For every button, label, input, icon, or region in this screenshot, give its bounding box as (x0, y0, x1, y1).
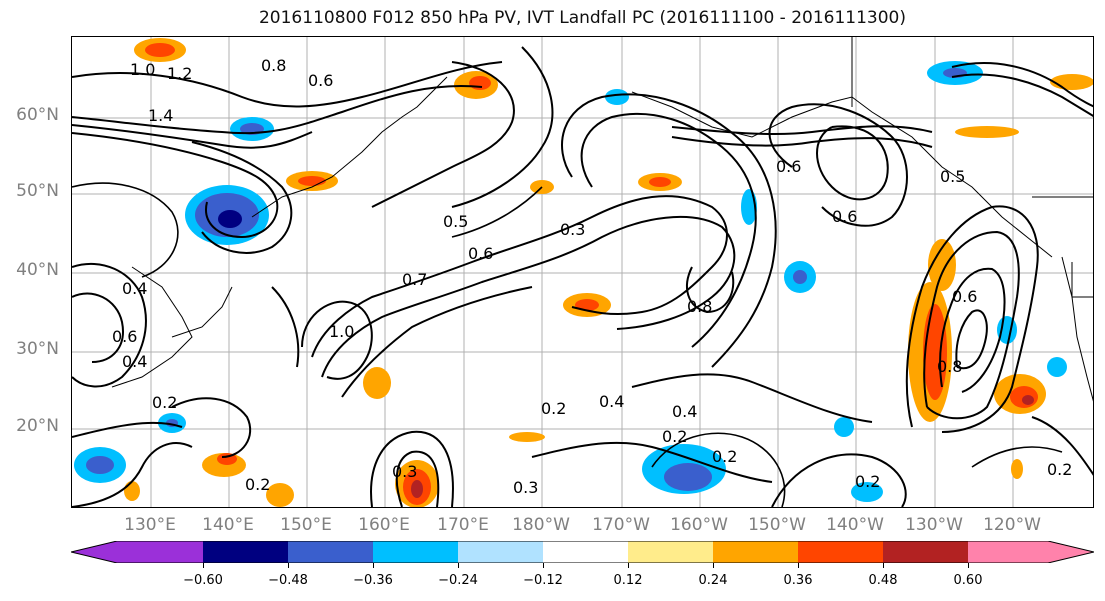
colorbar-segment (543, 541, 628, 563)
lat-label-50n: 50°N (16, 181, 59, 201)
lon-label: 170°E (437, 515, 489, 535)
contour-label: 0.8 (937, 357, 962, 376)
contour-label: 0.3 (560, 220, 585, 239)
contour-label: 1.2 (167, 64, 192, 83)
contour-label: 0.4 (122, 352, 147, 371)
lat-label-60n: 60°N (16, 105, 59, 125)
contour-label: 0.6 (952, 287, 977, 306)
pv-contours (72, 46, 1093, 507)
colorbar-tick (798, 563, 799, 568)
contour-label: 0.8 (687, 297, 712, 316)
contour-label: 0.6 (112, 327, 137, 346)
contour-label: 0.6 (776, 157, 801, 176)
colorbar-tick-label: −0.36 (353, 573, 393, 588)
contour-label: 0.5 (940, 167, 965, 186)
lon-label: 120°W (983, 515, 1041, 535)
colorbar-tick-label: 0.36 (783, 573, 813, 588)
colorbar-tick (628, 563, 629, 568)
contour-label: 0.4 (672, 402, 697, 421)
contour-label: 0.7 (402, 270, 427, 289)
colorbar-segment (798, 541, 883, 563)
colorbar-tick-label: −0.60 (183, 573, 223, 588)
lon-label: 170°W (592, 515, 650, 535)
colorbar-segment (373, 541, 458, 563)
colorbar-tick-label: 0.60 (953, 573, 983, 588)
colorbar-segment (203, 541, 288, 563)
contour-label: 0.2 (855, 472, 880, 491)
colorbar-segment (968, 541, 1094, 563)
contour-label: 0.2 (245, 475, 270, 494)
contour-label: 0.2 (152, 393, 177, 412)
contour-labels: 0.8 0.6 1.2 1.0 1.4 0.5 0.3 0.6 0.7 0.6 … (112, 56, 1072, 497)
colorbar-tick (968, 563, 969, 568)
colorbar-tick-label: −0.12 (523, 573, 563, 588)
colorbar-tick (288, 563, 289, 568)
contour-label: 0.2 (662, 427, 687, 446)
colorbar-tick-label: 0.24 (698, 573, 728, 588)
contour-label: 0.3 (392, 462, 417, 481)
contour-label: 1.0 (130, 60, 155, 79)
lon-label: 140°E (202, 515, 254, 535)
colorbar-tick (543, 563, 544, 568)
contour-label: 0.2 (1047, 460, 1072, 479)
lon-label: 180°W (512, 515, 570, 535)
chart-title: 2016110800 F012 850 hPa PV, IVT Landfall… (258, 8, 906, 28)
contour-label: 0.5 (443, 212, 468, 231)
contour-label: 0.6 (308, 71, 333, 90)
contour-label: 0.2 (712, 447, 737, 466)
colorbar-tick (203, 563, 204, 568)
coastlines (111, 37, 1093, 402)
colorbar-segment (713, 541, 798, 563)
colorbar-tick-label: −0.48 (268, 573, 308, 588)
contour-label: 0.6 (468, 244, 493, 263)
colorbar-segment (628, 541, 713, 563)
lon-label: 130°E (124, 515, 176, 535)
shaded-anomalies (74, 38, 1093, 507)
lon-label: 130°W (905, 515, 963, 535)
colorbar-tick (883, 563, 884, 568)
lon-label: 150°W (748, 515, 806, 535)
colorbar-tick (713, 563, 714, 568)
contour-label: 0.3 (513, 478, 538, 497)
contour-label: 0.4 (599, 392, 624, 411)
contour-label: 0.6 (832, 207, 857, 226)
lat-label-30n: 30°N (16, 339, 59, 359)
map-canvas: 0.8 0.6 1.2 1.0 1.4 0.5 0.3 0.6 0.7 0.6 … (72, 37, 1093, 507)
colorbar-segment (288, 541, 373, 563)
map-panel: 0.8 0.6 1.2 1.0 1.4 0.5 0.3 0.6 0.7 0.6 … (71, 36, 1094, 508)
contour-label: 0.4 (122, 279, 147, 298)
contour-label: 0.2 (541, 399, 566, 418)
lat-label-20n: 20°N (16, 416, 59, 436)
pv-contours-thin (72, 182, 1063, 507)
colorbar-segment (71, 541, 203, 563)
colorbar-tick-label: −0.24 (438, 573, 478, 588)
lat-label-40n: 40°N (16, 260, 59, 280)
lon-label: 160°E (358, 515, 410, 535)
contour-label: 0.8 (261, 56, 286, 75)
colorbar (71, 541, 1094, 563)
lon-label: 150°E (280, 515, 332, 535)
colorbar-tick (373, 563, 374, 568)
contour-label: 1.4 (148, 106, 173, 125)
colorbar-segment (458, 541, 543, 563)
lon-label: 160°W (670, 515, 728, 535)
colorbar-tick-label: 0.48 (868, 573, 898, 588)
colorbar-tick-label: 0.12 (613, 573, 643, 588)
colorbar-segment (883, 541, 968, 563)
contour-label: 1.0 (329, 322, 354, 341)
lon-label: 140°W (826, 515, 884, 535)
colorbar-tick (458, 563, 459, 568)
